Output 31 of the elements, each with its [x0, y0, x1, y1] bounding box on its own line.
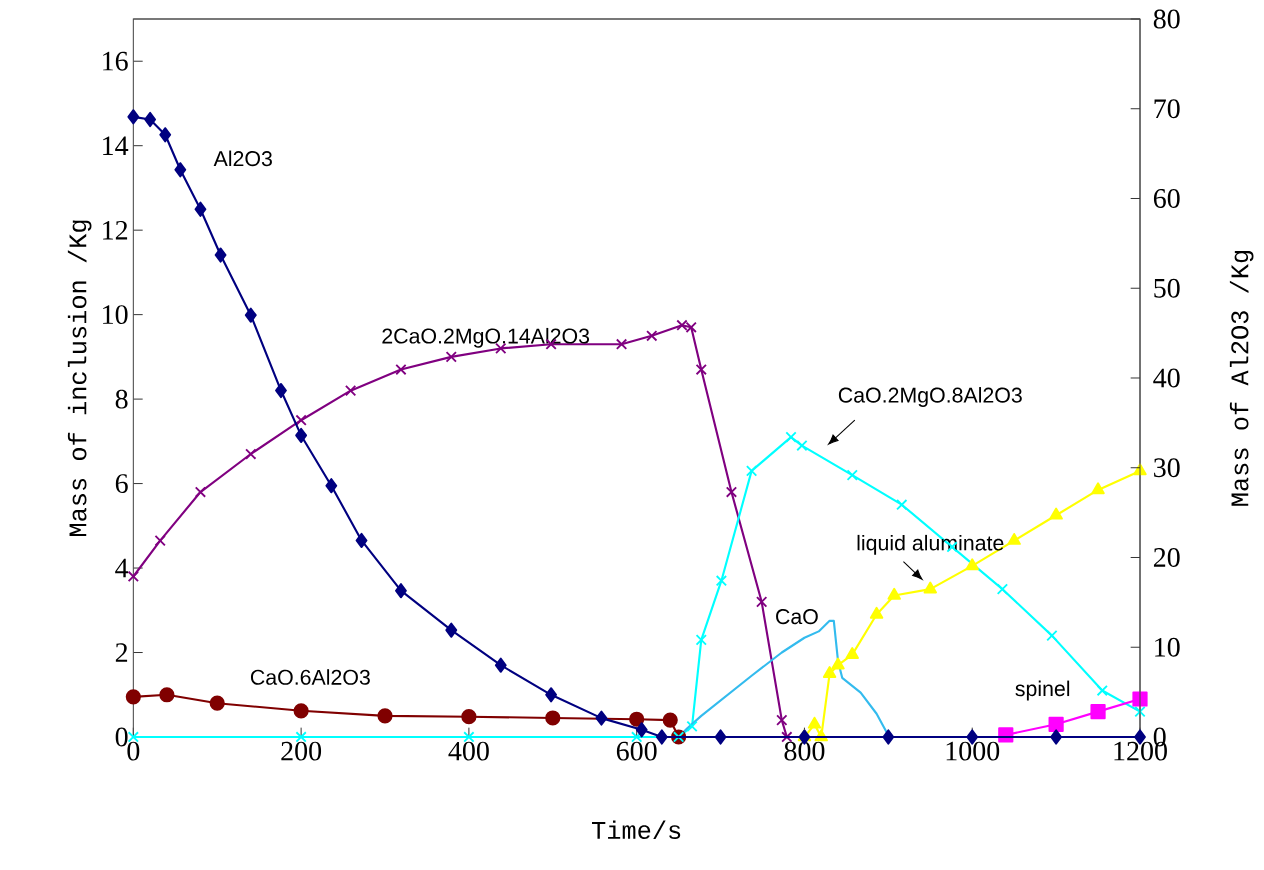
y-tick-label: 4 — [115, 558, 129, 578]
y-tick-label: 10 — [103, 305, 128, 325]
y-axis-title: Mass of inclusion /Kg — [67, 220, 92, 537]
x-tick-label: 400 — [448, 741, 489, 761]
y-tick-label: 8 — [115, 389, 128, 409]
series-label: Al2O3 — [213, 150, 272, 167]
x-tick-label: 800 — [784, 741, 825, 761]
y-tick-label: 16 — [103, 51, 128, 71]
series-label: 2CaO.2MgO.14Al2O3 — [382, 327, 590, 348]
x-tick-label: 600 — [616, 741, 657, 761]
y2-tick-label: 30 — [1154, 458, 1180, 478]
x-axis-title: Time/s — [592, 820, 681, 840]
y2-tick-label: 40 — [1153, 368, 1180, 388]
y2-axis-title: Mass of Al2O3 /Kg — [1229, 250, 1254, 506]
x-tick-label: 1000 — [946, 741, 1000, 761]
y2-tick-label: 70 — [1154, 99, 1180, 119]
y-tick-label: 14 — [103, 136, 129, 155]
y2-tick-label: 10 — [1155, 637, 1180, 657]
y2-tick-label: 20 — [1153, 548, 1180, 567]
y2-tick-label: 60 — [1153, 189, 1180, 208]
y-tick-label: 0 — [115, 727, 128, 747]
y2-tick-label: 50 — [1154, 278, 1180, 298]
series-label: CaO — [776, 609, 818, 625]
y-tick-label: 6 — [115, 474, 128, 493]
series-label: spinel — [1015, 680, 1070, 701]
text: CaO.2MgO.8Al2O3 — [838, 387, 1022, 407]
series-label: CaO.6Al2O3 — [250, 669, 370, 685]
y-tick-label: 12 — [103, 220, 128, 240]
y2-tick-label: 80 — [1153, 9, 1180, 29]
y-tick-label: 2 — [115, 643, 128, 662]
x-tick-label: 200 — [281, 741, 322, 761]
